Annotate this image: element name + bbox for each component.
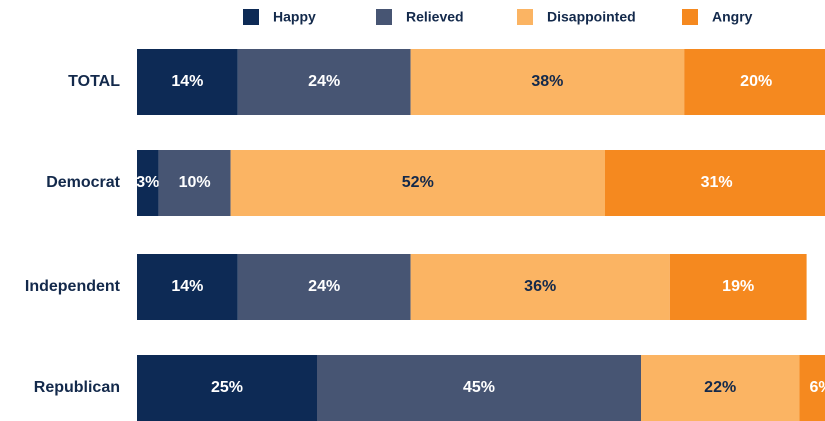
legend-swatch	[243, 9, 259, 25]
value-label: 22%	[704, 379, 736, 396]
value-label: 45%	[463, 379, 495, 396]
value-label: 31%	[701, 174, 733, 191]
legend-label: Happy	[273, 9, 316, 25]
category-label: Independent	[25, 278, 121, 295]
bar-segment	[605, 150, 825, 216]
value-label: 38%	[531, 73, 563, 90]
legend-label: Disappointed	[547, 9, 636, 25]
bar-segment	[410, 49, 685, 115]
legend-label: Relieved	[406, 9, 464, 25]
bar-segment	[410, 254, 670, 320]
value-label: 6%	[809, 379, 825, 396]
value-label: 19%	[722, 278, 754, 295]
bar-segment	[317, 355, 641, 421]
bar-segment	[799, 355, 825, 421]
category-label: TOTAL	[68, 73, 120, 90]
value-label: 3%	[136, 174, 159, 191]
value-label: 20%	[740, 73, 772, 90]
legend-swatch	[682, 9, 698, 25]
value-label: 14%	[171, 278, 203, 295]
value-label: 52%	[402, 174, 434, 191]
bar-segment	[230, 150, 605, 216]
bar-segment	[684, 49, 825, 115]
category-label: Republican	[34, 379, 120, 396]
bar-segment	[137, 254, 238, 320]
value-label: 36%	[524, 278, 556, 295]
value-label: 24%	[308, 278, 340, 295]
bar-segment	[669, 254, 807, 320]
bar-segment	[137, 355, 317, 421]
value-label: 24%	[308, 73, 340, 90]
value-label: 10%	[179, 174, 211, 191]
legend-label: Angry	[712, 9, 753, 25]
value-label: 25%	[211, 379, 243, 396]
bar-segment	[158, 150, 231, 216]
bar-segment	[237, 49, 411, 115]
legend-swatch	[376, 9, 392, 25]
legend-swatch	[517, 9, 533, 25]
value-label: 14%	[171, 73, 203, 90]
category-label: Democrat	[46, 174, 120, 191]
bar-segment	[641, 355, 800, 421]
bar-segment	[237, 254, 411, 320]
bar-segment	[137, 150, 159, 216]
bar-segment	[137, 49, 238, 115]
